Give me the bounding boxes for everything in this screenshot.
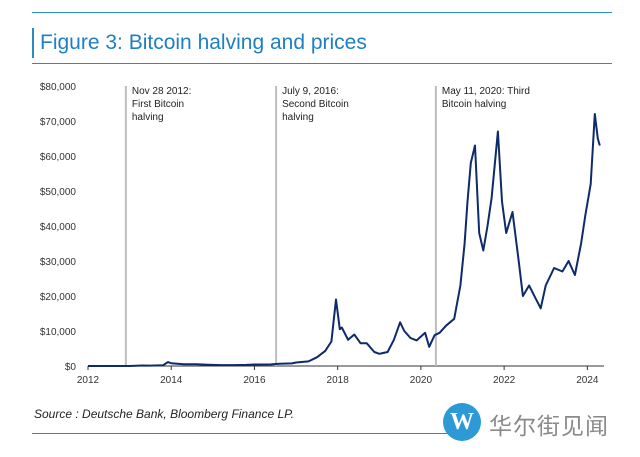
x-tick-label: 2024 [576, 375, 599, 386]
y-tick-label: $80,000 [40, 82, 77, 93]
y-tick-label: $40,000 [40, 222, 77, 233]
x-tick-label: 2016 [243, 375, 266, 386]
price-series-line [88, 113, 601, 367]
title-rule [32, 63, 612, 64]
y-tick-label: $70,000 [40, 117, 77, 128]
figure-title: Figure 3: Bitcoin halving and prices [40, 31, 367, 54]
y-tick-label: $60,000 [40, 152, 77, 163]
x-tick-label: 2018 [327, 375, 350, 386]
source-note: Source : Deutsche Bank, Bloomberg Financ… [34, 407, 294, 421]
halving-label: May 11, 2020: Third Bitcoin halving [442, 86, 530, 110]
watermark-logo: W [443, 403, 481, 441]
halving-label: July 9, 2016: Second Bitcoin halving [282, 86, 349, 123]
watermark-text: 华尔街见闻 [489, 414, 609, 440]
halving-label: Nov 28 2012: First Bitcoin halving [132, 86, 192, 123]
watermark: W 华尔街见闻 [443, 403, 633, 441]
y-tick-label: $20,000 [40, 292, 77, 303]
title-accent-bar [32, 28, 34, 58]
bottom-rule [32, 433, 467, 434]
x-tick-label: 2020 [410, 375, 433, 386]
y-tick-label: $30,000 [40, 257, 77, 268]
top-rule [32, 12, 612, 13]
y-tick-label: $0 [65, 362, 77, 373]
x-tick-label: 2022 [493, 375, 516, 386]
y-tick-label: $50,000 [40, 187, 77, 198]
x-tick-label: 2012 [77, 375, 100, 386]
y-tick-label: $10,000 [40, 327, 77, 338]
x-tick-label: 2014 [160, 375, 183, 386]
